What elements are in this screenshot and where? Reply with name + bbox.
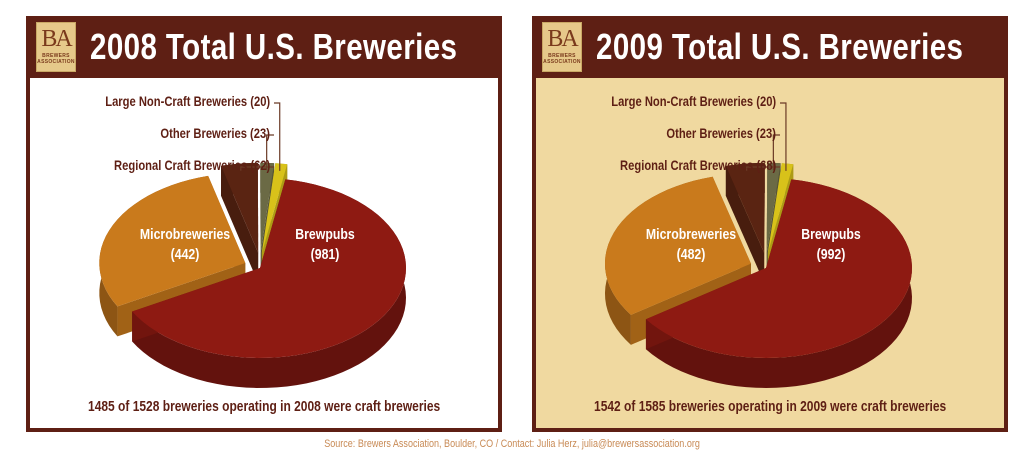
label-other: Other Breweries (23) xyxy=(666,125,776,141)
leader-line xyxy=(780,102,787,171)
brewpubs-value: (981) xyxy=(310,246,340,263)
label-brewpubs: Brewpubs (992) xyxy=(790,225,872,265)
pie-slice-microbreweries xyxy=(604,176,751,315)
pie-slice-large-non-craft-breweries xyxy=(767,163,794,253)
leader-line xyxy=(274,102,281,171)
pie-chart xyxy=(99,102,406,388)
micro-value: (482) xyxy=(676,246,706,263)
label-regional-craft: Regional Craft Breweries (68) xyxy=(619,157,776,173)
label-microbreweries: Microbreweries (482) xyxy=(646,225,736,265)
leader-line xyxy=(266,134,274,171)
logo-line1: BREWERS xyxy=(548,53,576,59)
label-large-non-craft: Large Non-Craft Breweries (20) xyxy=(105,93,270,109)
craft-summary: 1542 of 1585 breweries operating in 2009… xyxy=(593,398,947,415)
panel-header: BA BREWERS ASSOCIATION 2008 Total U.S. B… xyxy=(26,16,502,78)
source-credit: Source: Brewers Association, Boulder, CO… xyxy=(324,438,700,450)
brewpubs-name: Brewpubs xyxy=(295,226,355,243)
pie-slice-large-non-craft-breweries xyxy=(261,163,288,253)
leader-line xyxy=(772,134,780,171)
panel-header: BA BREWERS ASSOCIATION 2009 Total U.S. B… xyxy=(532,16,1008,78)
brewpubs-name: Brewpubs xyxy=(801,226,861,243)
logo-line2: ASSOCIATION xyxy=(37,59,75,65)
logo-mark: BA xyxy=(41,26,72,52)
label-large-non-craft: Large Non-Craft Breweries (20) xyxy=(611,93,776,109)
chart-body: Large Non-Craft Breweries (20) Other Bre… xyxy=(536,78,1004,428)
label-other: Other Breweries (23) xyxy=(160,125,270,141)
micro-name: Microbreweries xyxy=(139,226,231,243)
label-regional-craft: Regional Craft Breweries (62) xyxy=(113,157,270,173)
logo-line2: ASSOCIATION xyxy=(543,59,581,65)
craft-summary: 1485 of 1528 breweries operating in 2008… xyxy=(87,398,441,415)
label-microbreweries: Microbreweries (442) xyxy=(140,225,230,265)
chart-panel-2008: BA BREWERS ASSOCIATION 2008 Total U.S. B… xyxy=(26,16,502,432)
pie-chart xyxy=(604,102,912,388)
pie-slice-brewpubs xyxy=(645,179,912,358)
chart-title: 2008 Total U.S. Breweries xyxy=(90,26,458,67)
pie-slice-regional-craft-breweries xyxy=(221,162,259,253)
logo-mark: BA xyxy=(547,26,578,52)
leader-line xyxy=(746,166,780,171)
pie-slice-microbreweries xyxy=(99,175,246,307)
brewers-association-logo: BA BREWERS ASSOCIATION xyxy=(36,22,76,72)
chart-body: Large Non-Craft Breweries (20) Other Bre… xyxy=(30,78,498,428)
logo-line1: BREWERS xyxy=(42,53,70,59)
micro-value: (442) xyxy=(170,246,200,263)
pie-slice-regional-craft-breweries xyxy=(725,162,765,253)
brewers-association-logo: BA BREWERS ASSOCIATION xyxy=(542,22,582,72)
chart-panel-2009: BA BREWERS ASSOCIATION 2009 Total U.S. B… xyxy=(532,16,1008,432)
label-brewpubs: Brewpubs (981) xyxy=(284,225,366,265)
pie-slice-other-breweries xyxy=(766,162,781,253)
leader-line xyxy=(240,166,274,171)
chart-title: 2009 Total U.S. Breweries xyxy=(596,26,964,67)
micro-name: Microbreweries xyxy=(645,226,737,243)
pie-slice-brewpubs xyxy=(132,179,406,358)
pie-slice-other-breweries xyxy=(260,162,275,253)
brewpubs-value: (992) xyxy=(816,246,846,263)
